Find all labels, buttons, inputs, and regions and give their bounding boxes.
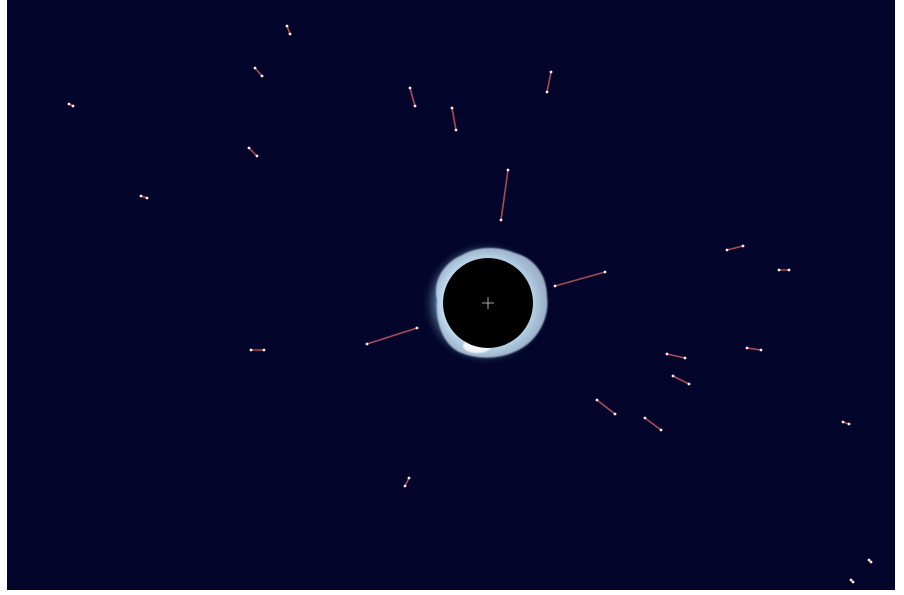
star-trail (500, 169, 509, 221)
star-point (777, 268, 781, 272)
star-point (288, 32, 292, 36)
sky-photo (7, 0, 895, 590)
star-point (145, 196, 149, 200)
star-trail (644, 417, 662, 431)
star-point (255, 154, 259, 158)
star-point (408, 86, 412, 90)
star-point (687, 382, 691, 386)
star-trail (596, 399, 616, 415)
star-point (407, 476, 411, 480)
star-trail (672, 375, 690, 385)
star-trail (666, 353, 686, 359)
star-point (450, 106, 454, 110)
star-point (262, 348, 266, 352)
star-point (671, 374, 675, 378)
star-point (499, 218, 503, 222)
star-trail (248, 147, 258, 157)
star-point (847, 422, 851, 426)
star-point (869, 560, 873, 564)
star-trail (554, 271, 606, 287)
star-point (851, 580, 855, 584)
star-point (787, 268, 791, 272)
star-point (67, 102, 71, 106)
star-trail (451, 107, 457, 131)
star-trail (286, 25, 291, 35)
star-point (683, 356, 687, 360)
star-point (759, 348, 763, 352)
star-point (454, 128, 458, 132)
star-point (71, 104, 75, 108)
star-point (549, 70, 553, 74)
star-point (745, 346, 749, 350)
star-point (867, 558, 871, 562)
star-trail (409, 87, 416, 107)
star-point (643, 416, 647, 420)
star-trail (366, 327, 418, 345)
star-trail (254, 67, 263, 77)
solar-eclipse (424, 243, 548, 363)
star-point (665, 352, 669, 356)
night-sky-canvas (67, 24, 873, 584)
crosshair-icon (482, 297, 494, 309)
star-point (260, 74, 264, 78)
star-point (365, 342, 369, 346)
star-trails (67, 24, 873, 584)
star-point (139, 194, 143, 198)
star-point (841, 420, 845, 424)
star-point (285, 24, 289, 28)
star-point (595, 398, 599, 402)
star-point (415, 326, 419, 330)
star-point (849, 578, 853, 582)
star-trail (726, 245, 744, 251)
star-point (725, 248, 729, 252)
star-point (249, 348, 253, 352)
star-point (613, 412, 617, 416)
star-point (545, 90, 549, 94)
star-point (603, 270, 607, 274)
star-trail (546, 71, 552, 93)
star-point (403, 484, 407, 488)
star-point (253, 66, 257, 70)
star-point (413, 104, 417, 108)
star-trail (404, 477, 410, 487)
star-trail (746, 347, 762, 351)
star-point (741, 244, 745, 248)
star-point (553, 284, 557, 288)
star-point (659, 428, 663, 432)
star-point (506, 168, 510, 172)
star-point (247, 146, 251, 150)
